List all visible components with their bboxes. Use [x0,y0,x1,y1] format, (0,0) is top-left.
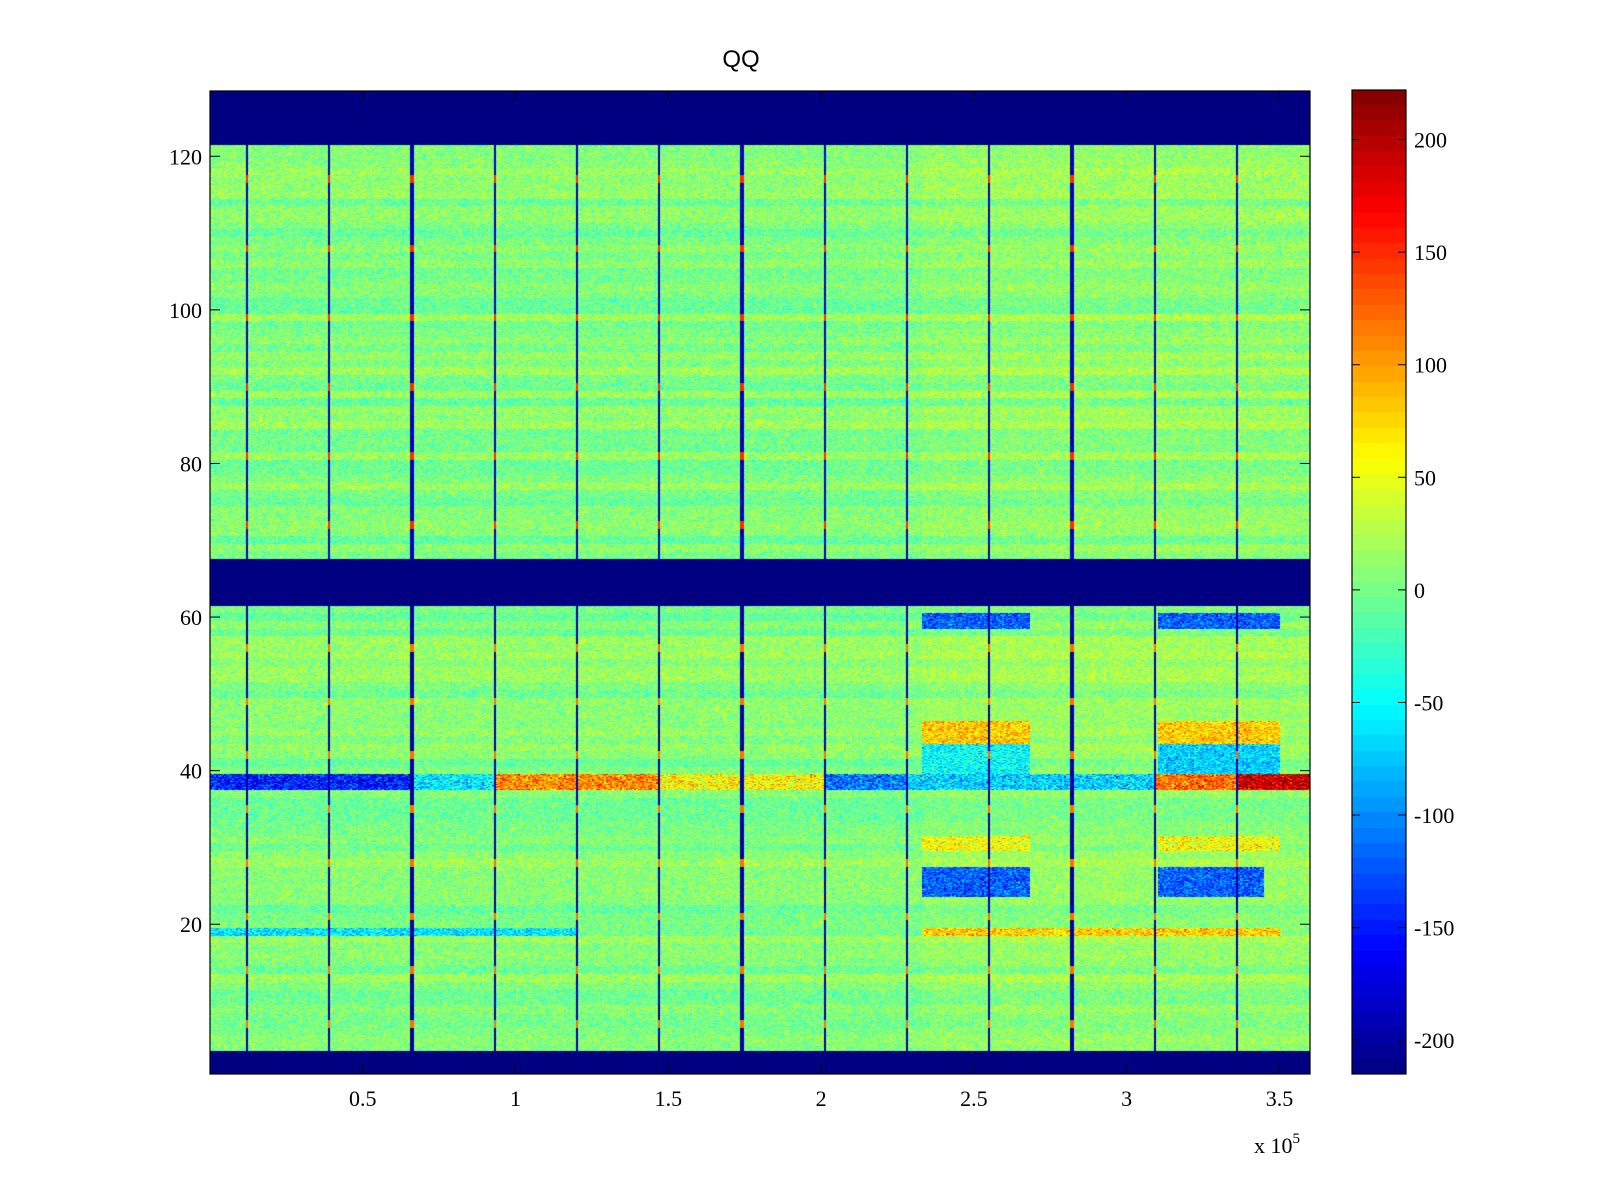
x-tick-label: 1.5 [655,1086,683,1111]
colorbar-tick-label: -100 [1414,803,1454,828]
colorbar-gradient [1352,90,1406,1074]
y-axis: 20 40 60 80 100 120 [169,144,1310,937]
y-tick-label: 120 [169,144,202,169]
heatmap-cells [210,91,1310,1074]
x-axis: 0.5 1 1.5 2 2.5 3 3.5 [349,91,1293,1111]
x-tick-label: 3 [1121,1086,1132,1111]
x-axis-exponent-base: x 10 [1254,1133,1293,1158]
colorbar: 200 150 100 50 0 -50 -100 -150 -200 [1351,89,1454,1075]
colorbar-tick-label: -150 [1414,916,1454,941]
y-tick-label: 100 [169,298,202,323]
heatmap-plot [210,91,1310,1074]
y-tick-label: 40 [180,759,202,784]
chart-title: QQ [722,46,759,73]
y-tick-label: 20 [180,912,202,937]
colorbar-ticks: 200 150 100 50 0 -50 -100 -150 -200 [1352,128,1454,1053]
colorbar-tick-label: -50 [1414,690,1443,715]
colorbar-tick-label: 200 [1414,128,1447,153]
x-axis-exponent: x 105 [1254,1131,1300,1158]
x-tick-label: 1 [510,1086,521,1111]
colorbar-tick-label: -200 [1414,1028,1454,1053]
colorbar-tick-label: 0 [1414,578,1425,603]
y-tick-label: 80 [180,451,202,476]
colorbar-frame [1351,89,1407,1075]
colorbar-tick-label: 150 [1414,240,1447,265]
x-tick-label: 2 [816,1086,827,1111]
x-tick-label: 2.5 [960,1086,988,1111]
colorbar-tick-label: 100 [1414,353,1447,378]
x-tick-label: 0.5 [349,1086,377,1111]
plot-frame [209,90,1311,1075]
y-tick-label: 60 [180,605,202,630]
colorbar-tick-label: 50 [1414,465,1436,490]
x-axis-exponent-power: 5 [1293,1131,1301,1147]
x-tick-label: 3.5 [1266,1086,1294,1111]
